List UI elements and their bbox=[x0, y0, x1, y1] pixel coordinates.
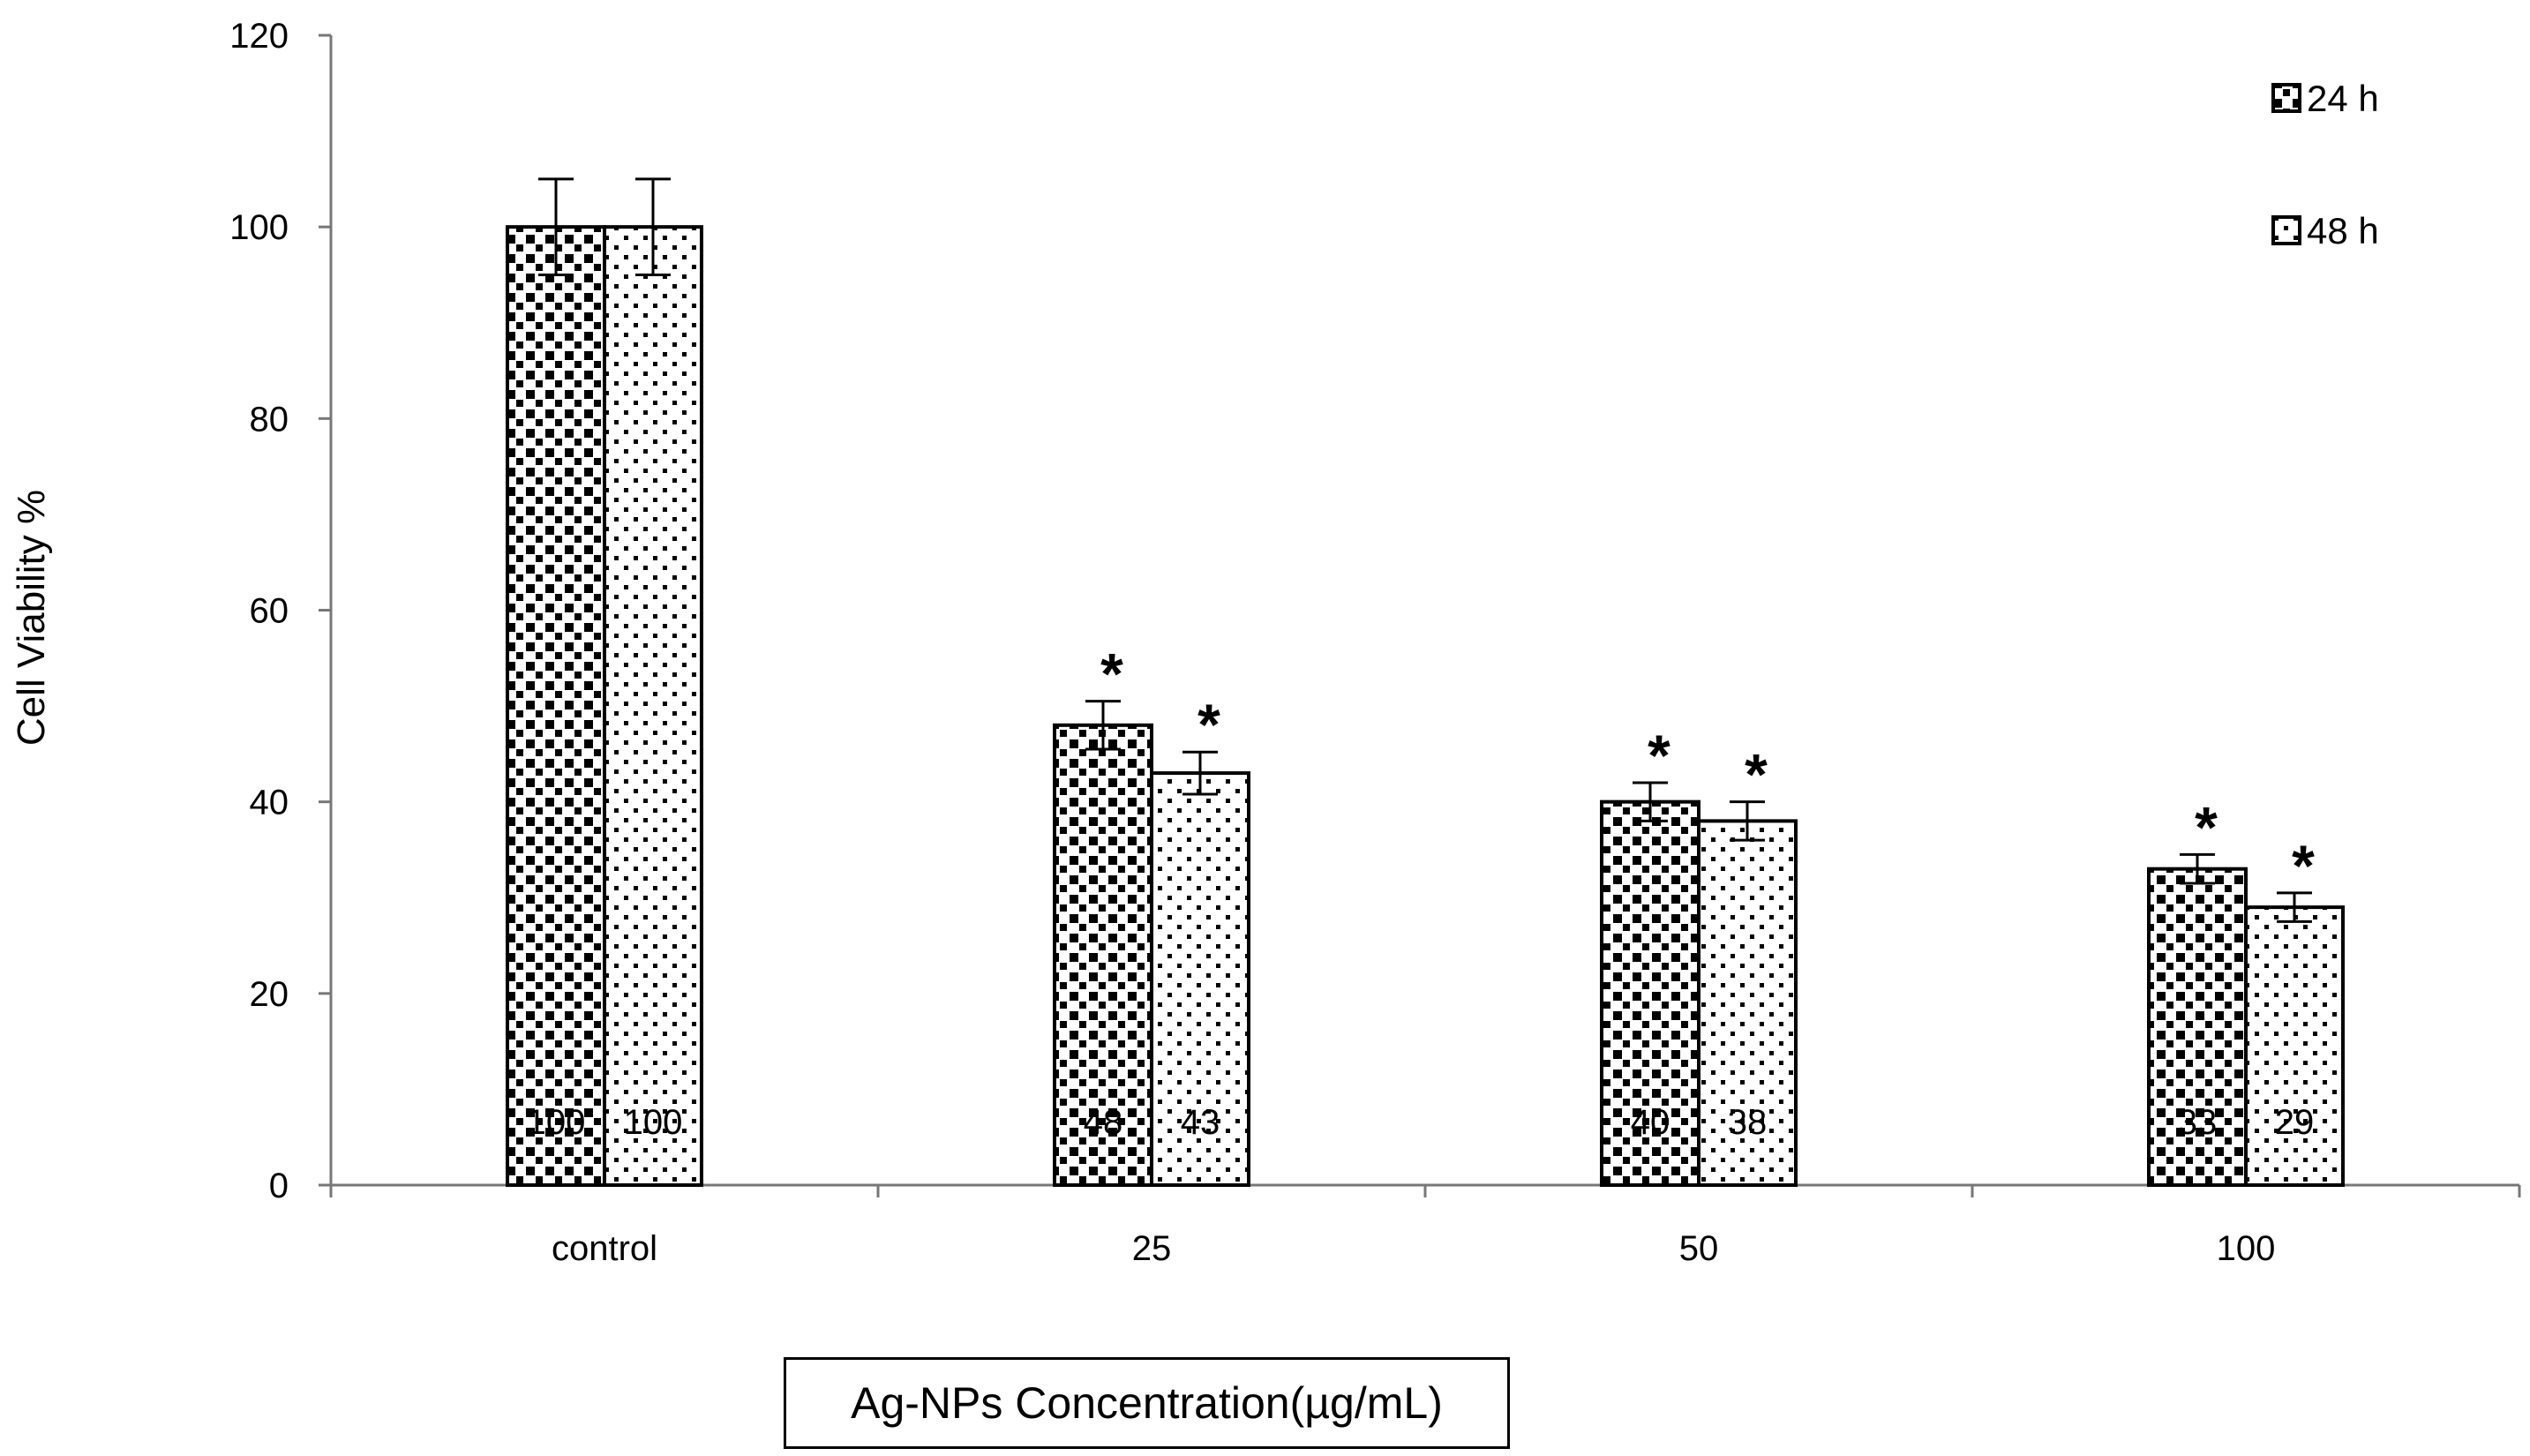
x-axis-label: Ag-NPs Concentration(µg/mL) bbox=[784, 1357, 1510, 1449]
data-label: 48 bbox=[1084, 1103, 1123, 1142]
legend-label-24h: 24 h bbox=[2307, 78, 2379, 119]
bar-48h-control bbox=[603, 225, 703, 1188]
bar-24h-50 bbox=[1600, 799, 1700, 1188]
significance-marker: * bbox=[1100, 642, 1123, 707]
y-tick-label: 40 bbox=[250, 784, 289, 822]
y-tick-label: 120 bbox=[229, 17, 289, 56]
legend-label-48h: 48 h bbox=[2307, 210, 2379, 251]
bar-24h-control bbox=[506, 225, 606, 1188]
y-tick-label: 60 bbox=[250, 592, 289, 631]
data-label: 100 bbox=[624, 1103, 683, 1142]
y-tick-label: 100 bbox=[229, 208, 289, 247]
significance-marker: * bbox=[2195, 794, 2218, 859]
data-label: 29 bbox=[2275, 1103, 2315, 1142]
y-tick-label: 20 bbox=[250, 975, 289, 1014]
significance-marker: * bbox=[2292, 833, 2315, 898]
x-category-label: 25 bbox=[1132, 1229, 1172, 1268]
bar-24h-25 bbox=[1053, 723, 1153, 1187]
significance-marker: * bbox=[1745, 742, 1768, 807]
significance-marker: * bbox=[1648, 723, 1670, 788]
data-label: 43 bbox=[1181, 1103, 1220, 1142]
x-category-label: 100 bbox=[2217, 1229, 2276, 1268]
legend-swatch-48h bbox=[2271, 215, 2301, 245]
x-category-label: control bbox=[552, 1229, 657, 1268]
y-tick-label: 0 bbox=[269, 1167, 289, 1205]
data-label: 38 bbox=[1728, 1103, 1768, 1142]
data-label: 40 bbox=[1631, 1103, 1670, 1142]
data-label: 33 bbox=[2178, 1103, 2218, 1142]
significance-marker: * bbox=[1197, 692, 1220, 757]
bar-48h-25 bbox=[1150, 771, 1250, 1187]
legend-swatch-24h bbox=[2271, 83, 2301, 113]
data-label: 100 bbox=[527, 1103, 586, 1142]
y-tick-label: 80 bbox=[250, 400, 289, 439]
y-axis-label: Cell Viability % bbox=[10, 490, 53, 746]
bar-24h-100 bbox=[2147, 867, 2248, 1187]
x-axis-label-text: Ag-NPs Concentration(µg/mL) bbox=[851, 1378, 1443, 1428]
x-category-label: 50 bbox=[1679, 1229, 1719, 1268]
bar-48h-100 bbox=[2244, 905, 2345, 1187]
